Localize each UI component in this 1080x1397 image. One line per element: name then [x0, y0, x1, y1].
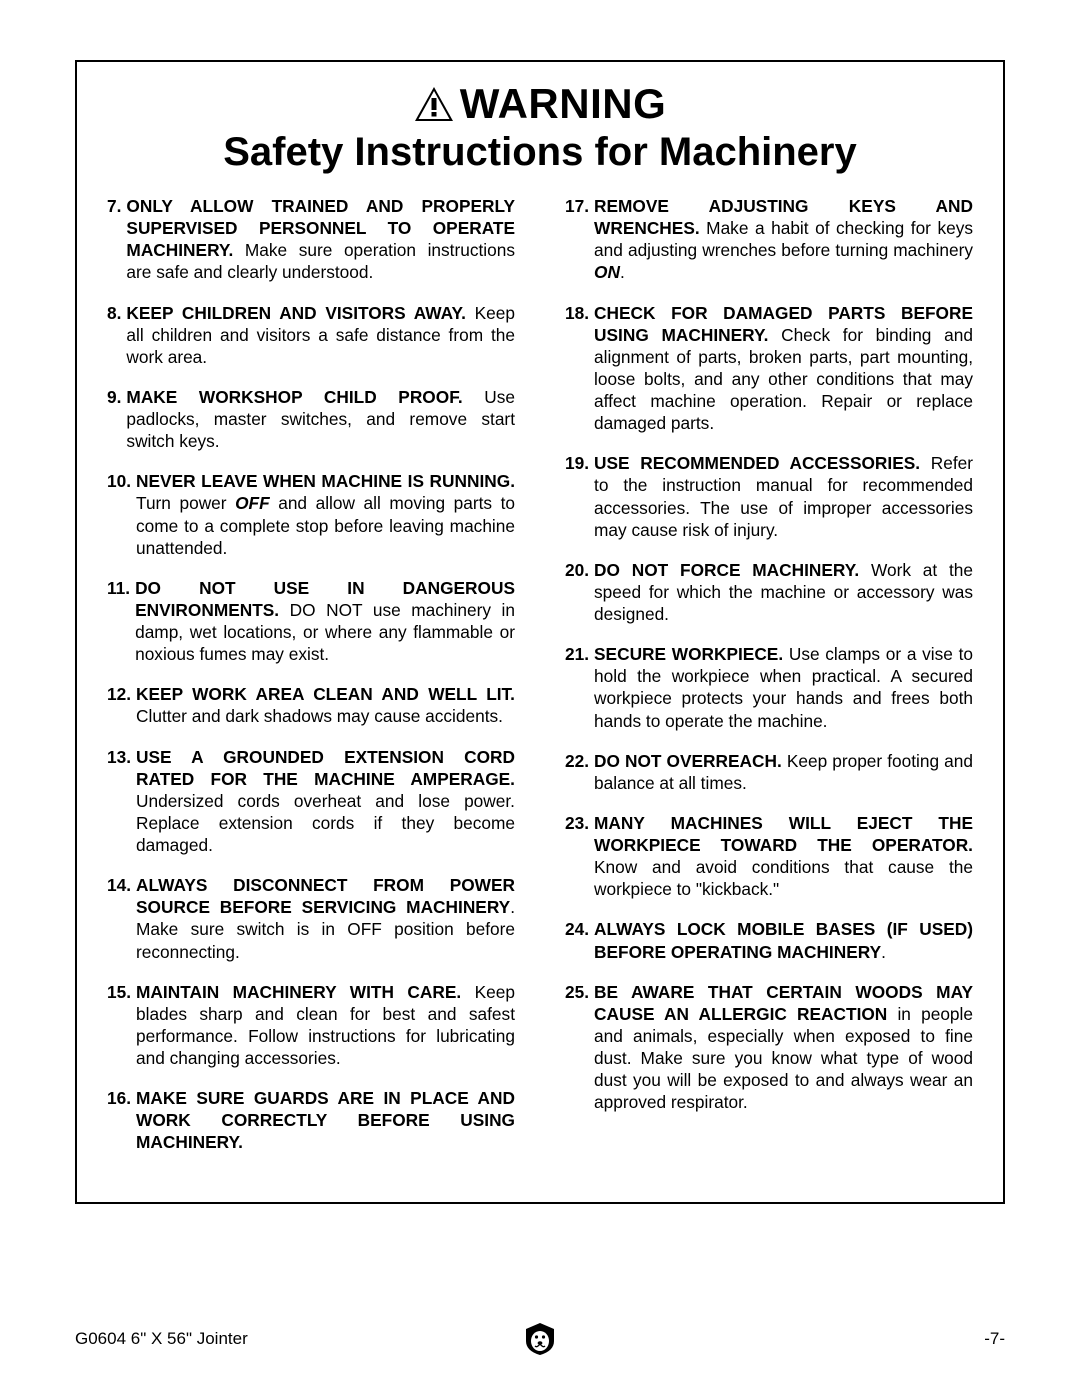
- page-subtitle: Safety Instructions for Machinery: [107, 130, 973, 175]
- item-number: 11.: [107, 577, 130, 666]
- list-item: 25.BE AWARE THAT CERTAIN WOODS MAY CAUSE…: [565, 981, 973, 1114]
- item-bold: MAKE SURE GUARDS ARE IN PLACE AND WORK C…: [136, 1088, 515, 1152]
- item-text: ALWAYS LOCK MOBILE BASES (IF USED) BEFOR…: [594, 918, 973, 962]
- item-number: 18.: [565, 302, 589, 435]
- item-number: 21.: [565, 643, 589, 732]
- item-bold: DO NOT FORCE MACHINERY.: [594, 560, 859, 580]
- item-bold: DO NOT OVERREACH.: [594, 751, 782, 771]
- warning-label: WARNING: [460, 80, 667, 128]
- item-italic: OFF: [235, 493, 270, 513]
- item-text: KEEP WORK AREA CLEAN AND WELL LIT. Clutt…: [136, 683, 515, 727]
- item-bold: CHECK FOR DAMAGED PARTS BEFORE USING MAC…: [594, 303, 973, 345]
- footer-right: -7-: [984, 1329, 1005, 1349]
- list-item: 24.ALWAYS LOCK MOBILE BASES (IF USED) BE…: [565, 918, 973, 962]
- item-bold: MAKE WORKSHOP CHILD PROOF.: [126, 387, 462, 407]
- list-item: 12.KEEP WORK AREA CLEAN AND WELL LIT. Cl…: [107, 683, 515, 727]
- item-bold: MANY MACHINES WILL EJECT THE WORKPIECE T…: [594, 813, 973, 855]
- item-number: 20.: [565, 559, 589, 625]
- item-text: BE AWARE THAT CERTAIN WOODS MAY CAUSE AN…: [594, 981, 973, 1114]
- list-item: 11.DO NOT USE IN DANGEROUS ENVIRONMENTS.…: [107, 577, 515, 666]
- item-text: MAKE SURE GUARDS ARE IN PLACE AND WORK C…: [136, 1087, 515, 1153]
- item-bold: ALWAYS DISCONNECT FROM POWER SOURCE BEFO…: [136, 875, 515, 917]
- item-number: 12.: [107, 683, 131, 727]
- item-text: DO NOT FORCE MACHINERY. Work at the spee…: [594, 559, 973, 625]
- right-column: 17.REMOVE ADJUSTING KEYS AND WRENCHES. M…: [565, 195, 973, 1172]
- item-number: 14.: [107, 874, 131, 963]
- page: WARNING Safety Instructions for Machiner…: [0, 0, 1080, 1397]
- item-text: CHECK FOR DAMAGED PARTS BEFORE USING MAC…: [594, 302, 973, 435]
- item-bold: REMOVE ADJUSTING KEYS AND WRENCHES.: [594, 196, 973, 238]
- item-number: 13.: [107, 746, 131, 857]
- item-text: USE RECOMMENDED ACCESSORIES. Refer to th…: [594, 452, 973, 541]
- item-text: DO NOT OVERREACH. Keep proper footing an…: [594, 750, 973, 794]
- warning-line: WARNING: [414, 80, 667, 128]
- item-text: KEEP CHILDREN AND VISITORS AWAY. Keep al…: [126, 302, 515, 368]
- content-frame: WARNING Safety Instructions for Machiner…: [75, 60, 1005, 1204]
- item-number: 17.: [565, 195, 589, 284]
- list-item: 8.KEEP CHILDREN AND VISITORS AWAY. Keep …: [107, 302, 515, 368]
- item-number: 15.: [107, 981, 131, 1070]
- item-number: 10.: [107, 470, 131, 559]
- item-number: 9.: [107, 386, 121, 452]
- heading-block: WARNING Safety Instructions for Machiner…: [107, 80, 973, 175]
- item-number: 24.: [565, 918, 589, 962]
- item-number: 25.: [565, 981, 589, 1114]
- list-item: 19.USE RECOMMENDED ACCESSORIES. Refer to…: [565, 452, 973, 541]
- item-text: SECURE WORKPIECE. Use clamps or a vise t…: [594, 643, 973, 732]
- item-number: 19.: [565, 452, 589, 541]
- item-bold: KEEP CHILDREN AND VISITORS AWAY.: [126, 303, 466, 323]
- item-number: 23.: [565, 812, 589, 901]
- list-item: 22.DO NOT OVERREACH. Keep proper footing…: [565, 750, 973, 794]
- item-bold: BE AWARE THAT CERTAIN WOODS MAY CAUSE AN…: [594, 982, 973, 1024]
- item-bold: ALWAYS LOCK MOBILE BASES (IF USED) BEFOR…: [594, 919, 973, 961]
- item-text: USE A GROUNDED EXTENSION CORD RATED FOR …: [136, 746, 515, 857]
- item-text: REMOVE ADJUSTING KEYS AND WRENCHES. Make…: [594, 195, 973, 284]
- footer-left: G0604 6" X 56" Jointer: [75, 1329, 248, 1349]
- list-item: 20.DO NOT FORCE MACHINERY. Work at the s…: [565, 559, 973, 625]
- item-text: DO NOT USE IN DANGEROUS ENVIRONMENTS. DO…: [135, 577, 515, 666]
- item-number: 7.: [107, 195, 121, 284]
- item-text: NEVER LEAVE WHEN MACHINE IS RUNNING. Tur…: [136, 470, 515, 559]
- item-bold: SECURE WORKPIECE.: [594, 644, 783, 664]
- item-bold: DO NOT USE IN DANGEROUS ENVIRONMENTS.: [135, 578, 515, 620]
- item-bold: USE A GROUNDED EXTENSION CORD RATED FOR …: [136, 747, 515, 789]
- item-bold: KEEP WORK AREA CLEAN AND WELL LIT.: [136, 684, 515, 704]
- item-text: ALWAYS DISCONNECT FROM POWER SOURCE BEFO…: [136, 874, 515, 963]
- list-item: 18.CHECK FOR DAMAGED PARTS BEFORE USING …: [565, 302, 973, 435]
- item-text: MAINTAIN MACHINERY WITH CARE. Keep blade…: [136, 981, 515, 1070]
- list-item: 13.USE A GROUNDED EXTENSION CORD RATED F…: [107, 746, 515, 857]
- item-bold: ONLY ALLOW TRAINED AND PROP­ERLY SUPERVI…: [126, 196, 515, 260]
- list-item: 21.SECURE WORKPIECE. Use clamps or a vis…: [565, 643, 973, 732]
- warning-triangle-icon: [414, 86, 454, 122]
- columns: 7.ONLY ALLOW TRAINED AND PROP­ERLY SUPER…: [107, 195, 973, 1172]
- page-footer: G0604 6" X 56" Jointer -7-: [75, 1329, 1005, 1349]
- item-bold: MAINTAIN MACHINERY WITH CARE.: [136, 982, 461, 1002]
- list-item: 10.NEVER LEAVE WHEN MACHINE IS RUNNING. …: [107, 470, 515, 559]
- list-item: 15.MAINTAIN MACHINERY WITH CARE. Keep bl…: [107, 981, 515, 1070]
- list-item: 23.MANY MACHINES WILL EJECT THE WORKPIEC…: [565, 812, 973, 901]
- list-item: 7.ONLY ALLOW TRAINED AND PROP­ERLY SUPER…: [107, 195, 515, 284]
- list-item: 9.MAKE WORKSHOP CHILD PROOF. Use padlock…: [107, 386, 515, 452]
- item-text: MANY MACHINES WILL EJECT THE WORKPIECE T…: [594, 812, 973, 901]
- item-bold: NEVER LEAVE WHEN MACHINE IS RUNNING.: [136, 471, 515, 491]
- item-number: 8.: [107, 302, 121, 368]
- item-number: 22.: [565, 750, 589, 794]
- item-text: ONLY ALLOW TRAINED AND PROP­ERLY SUPERVI…: [126, 195, 515, 284]
- list-item: 16.MAKE SURE GUARDS ARE IN PLACE AND WOR…: [107, 1087, 515, 1153]
- bear-logo-icon: [524, 1321, 556, 1357]
- item-bold: USE RECOMMENDED ACCESSORIES.: [594, 453, 920, 473]
- item-italic: ON: [594, 262, 620, 282]
- item-number: 16.: [107, 1087, 131, 1153]
- list-item: 17.REMOVE ADJUSTING KEYS AND WRENCHES. M…: [565, 195, 973, 284]
- list-item: 14.ALWAYS DISCONNECT FROM POWER SOURCE B…: [107, 874, 515, 963]
- left-column: 7.ONLY ALLOW TRAINED AND PROP­ERLY SUPER…: [107, 195, 515, 1172]
- item-text: MAKE WORKSHOP CHILD PROOF. Use padlocks,…: [126, 386, 515, 452]
